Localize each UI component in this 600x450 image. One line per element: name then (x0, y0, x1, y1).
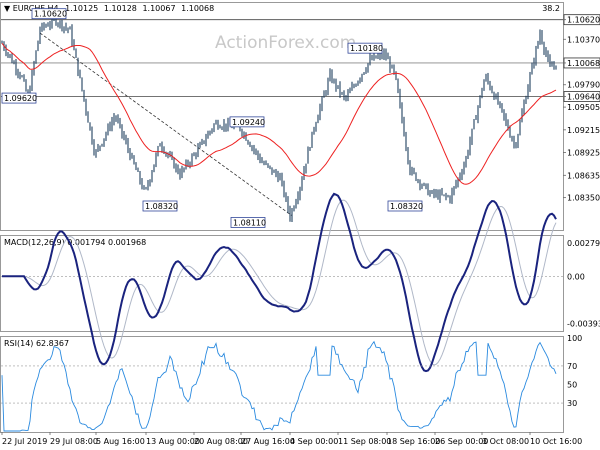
price-axis-tick: 1.08350 (567, 194, 600, 203)
price-axis-tick: 1.09505 (567, 103, 600, 112)
macd-signal-line (2, 199, 557, 366)
macd-panel-frame (0, 235, 564, 332)
point-label-box (31, 8, 67, 20)
time-axis-label: 18 Sep 16:00 (387, 437, 440, 446)
price-axis-tick: 1.08925 (567, 149, 600, 158)
time-axis-label: 11 Sep 08:00 (338, 437, 391, 446)
macd-title: MACD(12,26,9) 0.001794 0.001968 (4, 238, 146, 247)
rsi-axis: 100 70 50 30 (567, 334, 582, 408)
header-open: 1.10125 (65, 4, 98, 13)
rsi-title: RSI(14) 62.8367 (4, 339, 69, 348)
fib-ratio-label: 38.2 (542, 4, 560, 13)
rsi-axis-tick: 50 (567, 381, 577, 390)
time-axis: 22 Jul 2019 29 Jul 08:005 Aug 16:00 13 Aug… (1, 432, 582, 446)
point-label: 1.08320 (390, 202, 423, 211)
rsi-axis-tick: 30 (567, 399, 577, 408)
point-label-box (142, 200, 178, 212)
macd-axis-tick: 0.002793 (567, 239, 600, 248)
watermark: ActionForex.com (215, 33, 356, 53)
price-axis-tick: 1.09790 (567, 81, 600, 90)
point-label: 1.09620 (4, 94, 37, 103)
price-axis: 1.10620 1.10370 1.10068 1.09790 1.096401.095… (563, 14, 600, 203)
rsi-panel-frame (0, 336, 564, 433)
time-axis-label: 10 Oct 16:00 (530, 437, 582, 446)
rsi-axis-tick: 100 (567, 334, 582, 343)
point-label-box (1, 92, 37, 104)
time-axis-label: 20 Aug 08:00 (194, 437, 248, 446)
header-close: 1.10068 (181, 4, 214, 13)
macd-axis-tick: 0.00 (567, 272, 585, 281)
price-axis-tick: 1.08635 (567, 171, 600, 180)
rsi-line (1, 340, 557, 432)
price-axis-tick: 1.09640 (567, 93, 600, 102)
price-point-labels: 1.10620 1.09620 1.08320 1.09240 1.08110 1.101… (1, 8, 423, 228)
trendline (39, 32, 293, 216)
point-label: 1.10620 (34, 10, 67, 19)
point-label: 1.09240 (232, 118, 265, 127)
point-label-box (230, 217, 266, 228)
time-axis-label: 3 Oct 08:00 (482, 437, 529, 446)
time-axis-label: 26 Sep 00:00 (435, 437, 488, 446)
trendline-layer (39, 32, 293, 216)
header-high: 1.10128 (104, 4, 137, 13)
header-low: 1.10067 (142, 4, 175, 13)
candles-layer (1, 13, 557, 223)
rsi-axis-tick: 70 (567, 362, 577, 371)
macd-axis: 0.002793 0.00 -0.003938 (567, 239, 600, 328)
price-axis-tick: 1.10620 (567, 16, 600, 25)
price-axis-tick: 1.10370 (567, 35, 600, 44)
price-levels (1, 19, 563, 97)
rsi-layer (1, 340, 563, 432)
header-arrow-icon: ▼ (4, 4, 13, 13)
time-axis-label: 4 Sep 00:00 (290, 437, 338, 446)
point-label: 1.08320 (145, 202, 178, 211)
macd-axis-tick: -0.003938 (567, 319, 600, 328)
price-axis-tick: 1.10068 (567, 59, 600, 68)
macd-line (2, 192, 557, 373)
moving-average-layer (1, 43, 557, 185)
point-label: 1.08110 (233, 218, 266, 227)
time-axis-label: 27 Aug 16:00 (241, 437, 295, 446)
point-label-box (347, 42, 383, 54)
point-label-box (387, 200, 423, 212)
time-axis-label: 22 Jul 2019 (2, 437, 47, 446)
macd-layer (1, 192, 563, 373)
time-axis-label: 5 Aug 16:00 (96, 437, 145, 446)
price-axis-tick: 1.09215 (567, 126, 600, 135)
time-axis-label: 13 Aug 00:00 (146, 437, 200, 446)
price-panel-frame (0, 2, 564, 231)
moving-average-line (1, 43, 557, 185)
time-axis-label: 29 Jul 08:00 (50, 437, 98, 446)
point-label: 1.10180 (350, 44, 383, 53)
point-label-box (229, 116, 265, 128)
